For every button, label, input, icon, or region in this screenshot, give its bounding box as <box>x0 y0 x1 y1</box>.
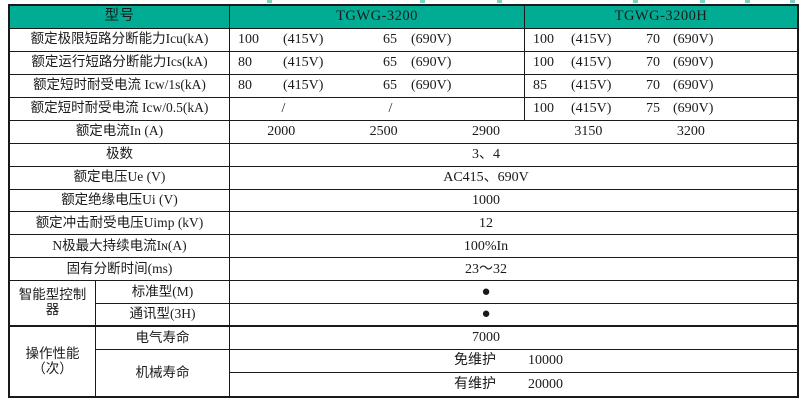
row-label-breaking-time: 固有分断时间(ms) <box>10 258 230 282</box>
value: 2500 <box>369 123 398 139</box>
value: 100 <box>238 32 259 48</box>
voltage: (690V) <box>411 78 452 94</box>
row-label-ui: 额定绝缘电压Ui (V) <box>10 189 230 213</box>
value: 100 <box>533 32 554 48</box>
cell-ics-tgwg3200: 80 (415V) 65 (690V) <box>230 51 525 75</box>
cell-icw1s-tgwg3200h: 85 (415V) 70 (690V) <box>525 75 797 98</box>
cell-ui: 1000 <box>230 190 797 213</box>
value: 65 <box>383 32 397 48</box>
voltage: (690V) <box>673 78 714 94</box>
voltage: (690V) <box>411 55 452 71</box>
group-label-controller: 智能型控制 器 <box>10 281 96 328</box>
value: 80 <box>238 78 252 94</box>
cell-ics-tgwg3200h: 100 (415V) 70 (690V) <box>525 52 797 75</box>
header-artifact-tick <box>790 0 795 3</box>
value: / <box>388 101 393 117</box>
row-label-n-pole: N极最大持续电流Iɴ(A) <box>10 235 230 259</box>
value: 70 <box>646 32 660 48</box>
cell-icu-tgwg3200: 100 (415V) 65 (690V) <box>230 28 525 52</box>
maintenance-type: 免维护 <box>454 353 496 369</box>
value: 3150 <box>574 123 603 139</box>
cell-icw1s-tgwg3200: 80 (415V) 65 (690V) <box>230 74 525 98</box>
sub-label-electrical-life: 电气寿命 <box>96 327 230 351</box>
row-label-ics: 额定运行短路分断能力Ics(kA) <box>10 51 230 75</box>
row-label-poles: 极数 <box>10 143 230 167</box>
cell-uimp: 12 <box>230 212 797 236</box>
value: 2000 <box>267 123 296 139</box>
value: 65 <box>383 78 397 94</box>
cell-ue: AC415、690V <box>230 167 797 190</box>
value: 2900 <box>472 123 500 139</box>
value: 75 <box>646 101 660 117</box>
cell-comm-dot: ● <box>230 304 797 328</box>
cell-breaking-time: 23～32 <box>230 258 797 282</box>
value: 100 <box>533 101 554 117</box>
value: 65 <box>383 55 397 71</box>
voltage: (415V) <box>571 55 612 71</box>
voltage: (415V) <box>571 32 612 48</box>
value: 3200 <box>676 123 705 139</box>
voltage: (415V) <box>283 32 324 48</box>
header-artifact-tick <box>497 0 502 3</box>
sub-label-mechanical-life: 机械寿命 <box>96 350 230 396</box>
value: 20000 <box>528 376 563 392</box>
cell-n-pole: 100%In <box>230 235 797 259</box>
header-artifact-tick <box>745 0 750 3</box>
header-artifact-tick <box>633 0 638 3</box>
header-cell-tgwg-3200h: TGWG-3200H <box>525 6 797 29</box>
value: 10000 <box>528 353 563 369</box>
value: 70 <box>646 55 660 71</box>
header-artifact-tick <box>700 0 705 3</box>
sub-label-standard: 标准型(M) <box>96 281 230 305</box>
cell-icw05-tgwg3200: / / <box>230 97 525 121</box>
row-label-ue: 额定电压Ue (V) <box>10 166 230 190</box>
voltage: (690V) <box>411 32 452 48</box>
maintenance-type: 有维护 <box>454 376 496 392</box>
value: 80 <box>238 55 252 71</box>
spec-table: 型号 TGWG-3200 TGWG-3200H 额定极限短路分断能力Icu(kA… <box>8 4 799 398</box>
value: 100 <box>533 55 554 71</box>
voltage: (690V) <box>673 32 714 48</box>
sub-label-comm: 通讯型(3H) <box>96 304 230 328</box>
cell-in-values: 2000 2500 2900 3150 3200 <box>230 121 797 144</box>
row-label-icu: 额定极限短路分断能力Icu(kA) <box>10 28 230 52</box>
voltage: (690V) <box>673 101 714 117</box>
voltage: (415V) <box>571 101 612 117</box>
voltage: (415V) <box>283 78 324 94</box>
row-label-icw-05: 额定短时耐受电流 Icw/0.5(kA) <box>10 97 230 121</box>
cell-electrical-life: 7000 <box>230 327 797 351</box>
header-cell-model: 型号 <box>10 6 230 29</box>
voltage: (690V) <box>673 55 714 71</box>
value: / <box>281 101 286 117</box>
value: 70 <box>646 78 660 94</box>
cell-poles: 3、4 <box>230 144 797 167</box>
cell-mech-maintenance-free: 免维护 10000 <box>230 350 797 374</box>
row-label-uimp: 额定冲击耐受电压Uimp (kV) <box>10 212 230 236</box>
value: 85 <box>533 78 547 94</box>
voltage: (415V) <box>571 78 612 94</box>
cell-mech-with-maintenance: 有维护 20000 <box>230 373 797 396</box>
header-artifact-tick <box>420 0 425 3</box>
row-label-icw-1s: 额定短时耐受电流 Icw/1s(kA) <box>10 74 230 98</box>
group-label-operation: 操作性能 （次） <box>10 327 96 396</box>
row-label-in: 额定电流In (A) <box>10 120 230 144</box>
cell-icu-tgwg3200h: 100 (415V) 70 (690V) <box>525 29 797 52</box>
header-cell-tgwg-3200: TGWG-3200 <box>230 6 525 29</box>
header-artifact-tick <box>267 0 272 3</box>
cell-standard-dot: ● <box>230 281 797 305</box>
cell-icw05-tgwg3200h: 100 (415V) 75 (690V) <box>525 98 797 121</box>
voltage: (415V) <box>283 55 324 71</box>
